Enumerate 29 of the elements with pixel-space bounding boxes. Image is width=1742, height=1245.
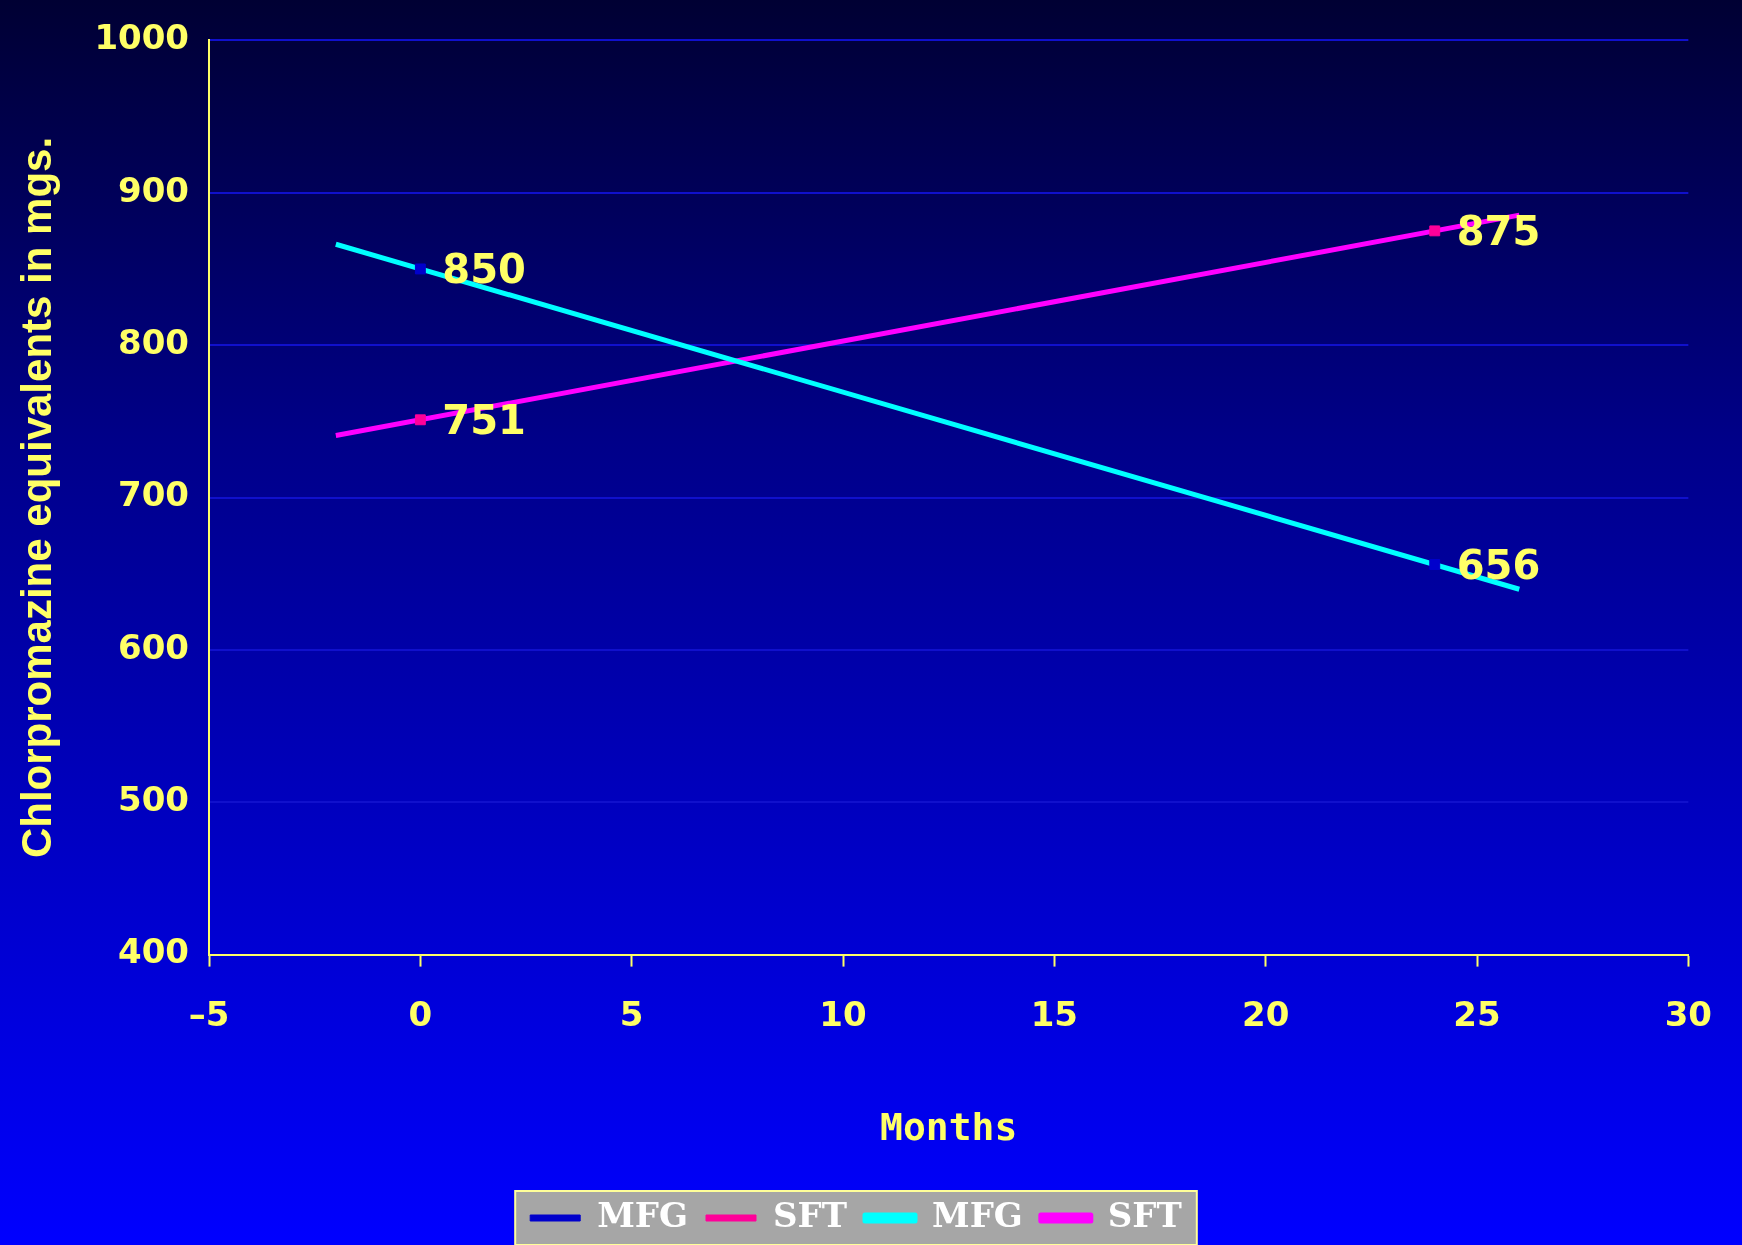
x-tick-label: –5 [188,993,230,1034]
x-tick-label: 15 [1030,993,1079,1034]
x-tick-label: 25 [1453,993,1501,1034]
y-tick-label: 600 [118,626,190,667]
legend-label: SFT [773,1194,848,1235]
y-axis-title: Chlorpromazine equivalents in mgs. [12,136,60,859]
data-label: 875 [1456,208,1541,255]
data-label: 751 [442,397,526,444]
y-tick-label: 900 [118,169,190,210]
legend-label: MFG [932,1194,1023,1235]
legend-label: SFT [1107,1194,1182,1235]
x-tick-label: 20 [1242,993,1290,1034]
data-label: 656 [1456,541,1541,588]
y-tick-label: 700 [118,474,190,515]
y-tick-label: 800 [118,321,190,362]
x-axis-title: Months [880,1105,1018,1150]
x-tick-label: 10 [819,993,867,1034]
y-tick-label: 1000 [94,17,190,58]
point [1429,225,1441,237]
legend-label: MFG [597,1194,689,1235]
y-tick-label: 500 [118,779,190,820]
y-tick-label: 400 [118,931,190,972]
x-tick-label: 5 [619,993,644,1034]
point [414,263,426,275]
point [1429,559,1441,570]
point [414,414,426,426]
x-tick-label: 0 [408,993,433,1034]
data-label: 850 [442,246,526,293]
x-tick-label: 30 [1664,993,1713,1034]
